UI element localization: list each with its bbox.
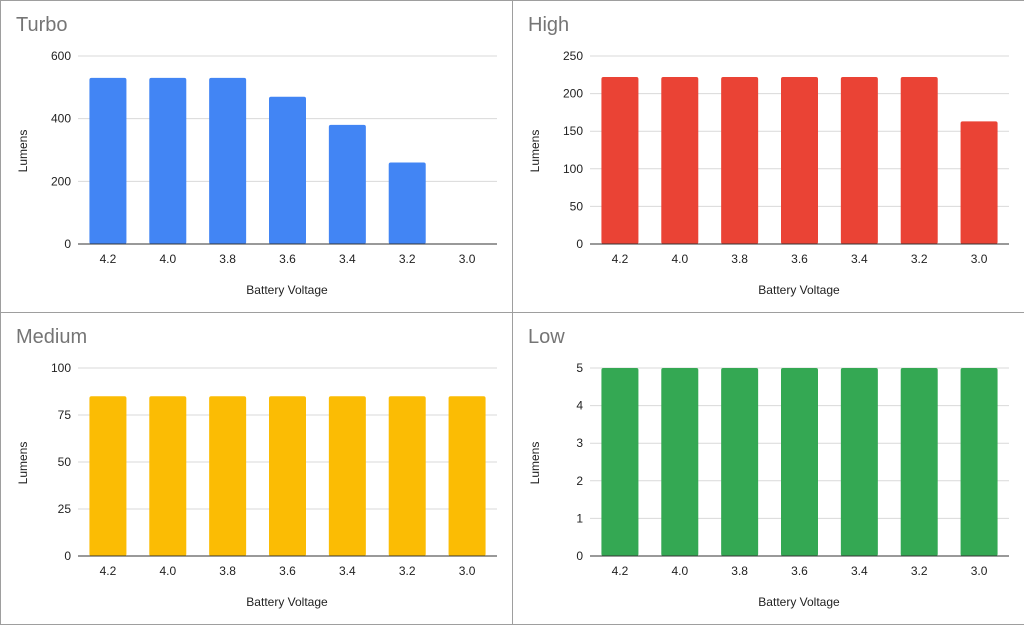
x-tick-label: 4.2 <box>100 564 117 578</box>
bar-3.0 <box>960 121 998 244</box>
x-axis-label: Battery Voltage <box>246 283 328 297</box>
bar-4.2 <box>89 396 127 556</box>
bar-3.0 <box>448 396 486 556</box>
bar-3.2 <box>388 162 426 244</box>
y-axis-label: Lumens <box>528 129 542 173</box>
bar-3.6 <box>269 96 306 244</box>
bar-3.6 <box>781 368 818 556</box>
bar-4.2 <box>601 368 639 556</box>
bar-3.2 <box>900 368 938 556</box>
x-tick-label: 3.2 <box>911 564 928 578</box>
x-tick-label: 4.2 <box>100 252 117 266</box>
chart-panel-turbo: 0 200 400 600 4.2 4.0 3.8 3.6 3.4 3.2 3.0 Turbo Lume… <box>0 0 513 313</box>
bar-4.0 <box>149 77 187 244</box>
x-tick-label: 3.8 <box>219 252 236 266</box>
x-tick-label: 3.6 <box>791 564 808 578</box>
bar-4.2 <box>601 77 639 244</box>
bar-3.4 <box>328 396 366 556</box>
bar-4.0 <box>149 396 187 556</box>
x-tick-label: 4.0 <box>671 252 688 266</box>
x-tick-label: 3.0 <box>971 564 988 578</box>
y-tick-label: 1 <box>576 511 583 525</box>
y-axis-label: Lumens <box>16 129 30 173</box>
x-tick-label: 4.2 <box>612 564 629 578</box>
x-tick-label: 3.0 <box>459 252 476 266</box>
chart-title: High <box>528 14 570 36</box>
x-tick-label: 3.2 <box>399 252 416 266</box>
y-tick-label: 0 <box>576 549 583 563</box>
chart-panel-medium: 0 25 50 75 100 4.2 4.0 3.8 3.6 3.4 3.2 3.0 Medium Lum… <box>0 312 513 625</box>
chart-plot: 0 200 400 600 4.2 4.0 3.8 3.6 3.4 3.2 3.0 <box>51 49 497 266</box>
bar-3.2 <box>388 396 426 556</box>
y-tick-label: 200 <box>51 174 71 188</box>
x-tick-label: 3.2 <box>911 252 928 266</box>
y-tick-label: 0 <box>64 549 71 563</box>
bar-3.8 <box>721 368 759 556</box>
chart-title: Low <box>528 326 565 348</box>
y-tick-label: 75 <box>58 408 72 422</box>
x-tick-label: 3.0 <box>971 252 988 266</box>
bar-3.6 <box>269 396 306 556</box>
x-tick-label: 3.6 <box>791 252 808 266</box>
bar-4.2 <box>89 77 127 244</box>
x-tick-label: 4.0 <box>159 564 176 578</box>
x-tick-label: 3.4 <box>339 252 356 266</box>
y-tick-label: 0 <box>576 237 583 251</box>
y-tick-label: 25 <box>58 502 72 516</box>
y-tick-label: 5 <box>576 361 583 375</box>
y-tick-label: 0 <box>64 237 71 251</box>
y-tick-label: 50 <box>570 199 584 213</box>
x-tick-label: 4.0 <box>671 564 688 578</box>
y-tick-label: 200 <box>563 87 583 101</box>
y-tick-label: 150 <box>563 124 583 138</box>
y-axis-label: Lumens <box>528 441 542 485</box>
bar-4.0 <box>661 77 699 244</box>
chart-title: Turbo <box>16 14 68 36</box>
x-tick-label: 3.6 <box>279 564 296 578</box>
x-tick-label: 3.6 <box>279 252 296 266</box>
bar-3.8 <box>209 77 247 244</box>
chart-plot: 0 50 100 150 200 250 4.2 4.0 3.8 3.6 3.4 3.2 3.0 <box>563 49 1009 266</box>
x-tick-label: 3.4 <box>339 564 356 578</box>
chart-plot: 0 25 50 75 100 4.2 4.0 3.8 3.6 3.4 3.2 3.0 <box>51 361 497 578</box>
y-tick-label: 3 <box>576 436 583 450</box>
chart-title: Medium <box>16 326 88 348</box>
y-tick-label: 400 <box>51 112 71 126</box>
chart-panel-high: 0 50 100 150 200 250 4.2 4.0 3.8 3.6 3.4 3.2 3.0 High… <box>512 0 1024 313</box>
bar-3.4 <box>840 368 878 556</box>
x-axis-label: Battery Voltage <box>246 595 328 609</box>
x-axis-label: Battery Voltage <box>758 595 840 609</box>
y-tick-label: 2 <box>576 474 583 488</box>
y-tick-label: 100 <box>51 361 71 375</box>
x-tick-label: 3.4 <box>851 564 868 578</box>
bar-3.0 <box>960 368 998 556</box>
bar-3.4 <box>840 77 878 244</box>
x-tick-label: 3.2 <box>399 564 416 578</box>
x-tick-label: 3.8 <box>731 564 748 578</box>
bar-3.6 <box>781 77 818 244</box>
chart-panel-low: 0 1 2 3 4 5 4.2 4.0 3.8 3.6 3.4 3.2 3.0 Low Lumens Batt… <box>512 312 1024 625</box>
bar-3.8 <box>209 396 247 556</box>
bar-3.4 <box>328 124 366 244</box>
bar-4.0 <box>661 368 699 556</box>
y-tick-label: 600 <box>51 49 71 63</box>
bar-3.2 <box>900 77 938 244</box>
x-tick-label: 4.2 <box>612 252 629 266</box>
y-tick-label: 4 <box>576 399 583 413</box>
x-tick-label: 4.0 <box>159 252 176 266</box>
y-tick-label: 100 <box>563 162 583 176</box>
x-tick-label: 3.8 <box>219 564 236 578</box>
y-axis-label: Lumens <box>16 441 30 485</box>
x-tick-label: 3.0 <box>459 564 476 578</box>
chart-plot: 0 1 2 3 4 5 4.2 4.0 3.8 3.6 3.4 3.2 3.0 <box>576 361 1009 578</box>
bar-3.8 <box>721 77 759 244</box>
x-axis-label: Battery Voltage <box>758 283 840 297</box>
y-tick-label: 250 <box>563 49 583 63</box>
x-tick-label: 3.4 <box>851 252 868 266</box>
y-tick-label: 50 <box>58 455 72 469</box>
x-tick-label: 3.8 <box>731 252 748 266</box>
